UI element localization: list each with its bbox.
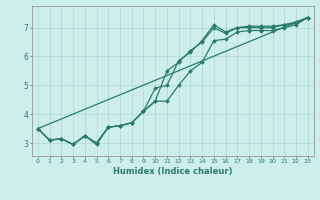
X-axis label: Humidex (Indice chaleur): Humidex (Indice chaleur) (113, 167, 233, 176)
